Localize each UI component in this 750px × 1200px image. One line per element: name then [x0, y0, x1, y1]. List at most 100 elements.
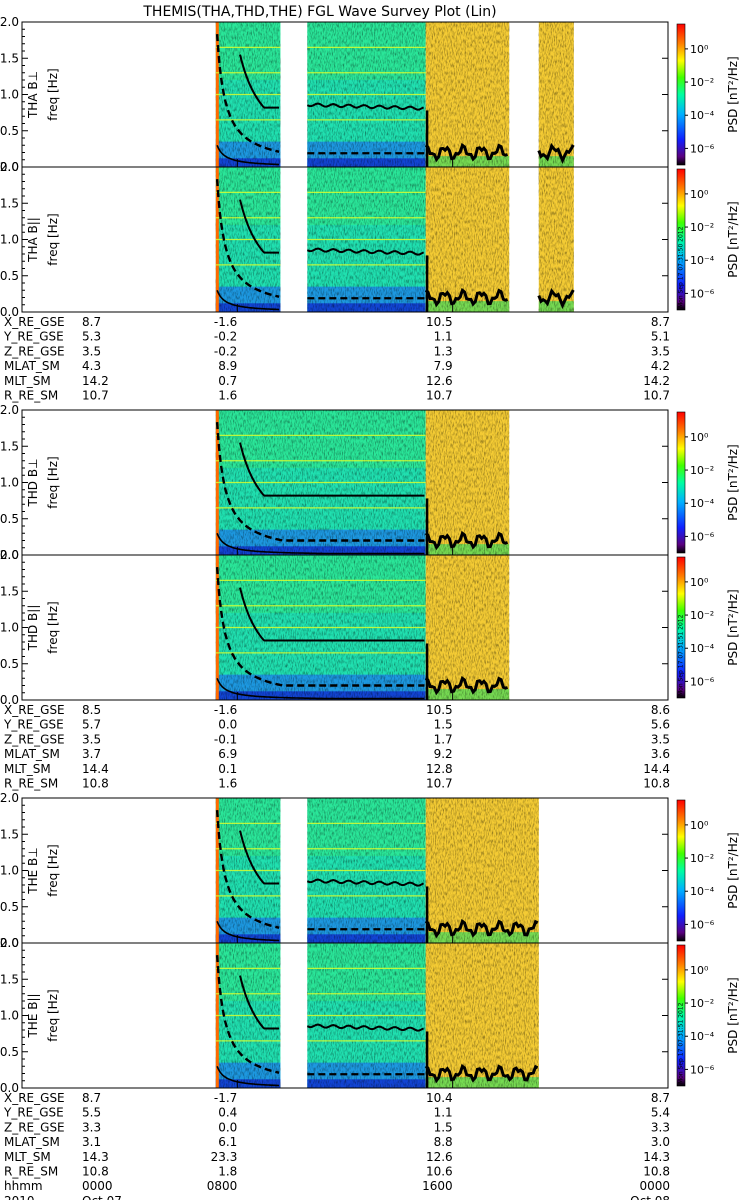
data-segment [215, 555, 426, 700]
orbit-value: 1.6 [218, 777, 237, 791]
colorbar-tick-label: 10⁻² [690, 76, 714, 89]
y-tick-label: 1.0 [0, 233, 19, 247]
data-segment [215, 167, 281, 312]
orbit-value: 1.8 [218, 1165, 237, 1179]
orbit-value: 1.5 [434, 718, 453, 732]
orbit-row: Z_RE_GSE 3.3 0.0 1.5 3.3 [4, 1120, 670, 1134]
date-label: Oct 07 [82, 1194, 122, 1200]
y-tick-label: 2.0 [0, 160, 19, 174]
solid-gyro-curve [239, 830, 280, 885]
colorbar-label: PSD [nT²/Hz] [726, 444, 740, 520]
orbit-value: 0.7 [218, 374, 237, 388]
timestamp-stamp: Mon Sep 17 07:31:51 2012 [678, 1002, 685, 1084]
y-tick-label: 0.5 [0, 900, 19, 914]
data-segment [307, 798, 426, 943]
noisy-gyro-trace [537, 287, 575, 310]
panel-label: THA B|| [26, 217, 40, 263]
orbit-value: 1.3 [434, 344, 453, 358]
orbit-value: 3.3 [82, 1120, 101, 1134]
orbit-value: 5.1 [651, 330, 670, 344]
data-segment [307, 943, 426, 1088]
orbit-value: 14.2 [82, 374, 109, 388]
orbit-value: 14.3 [643, 1150, 670, 1164]
colorbar [676, 168, 686, 311]
texture-overlay [425, 943, 539, 1088]
orbit-value: 10.7 [643, 389, 670, 403]
colorbar-tick-label: 10⁻² [690, 221, 714, 234]
orbit-table: X_RE_GSE 8.7 -1.7 10.4 8.7 Y_RE_GSE 5.5 0.4 1.1 5… [3, 1091, 670, 1179]
colorbar [676, 944, 686, 1087]
y-tick-label: 0.0 [0, 548, 19, 562]
y-tick-label: 2.0 [0, 15, 19, 29]
data-segment [425, 798, 539, 943]
y-tick-label: 1.5 [0, 584, 19, 598]
orbit-value: 6.1 [218, 1135, 237, 1149]
colorbar-tick-label: 10⁰ [690, 43, 709, 56]
orbit-value: 3.1 [82, 1135, 101, 1149]
colorbar-label: PSD [nT²/Hz] [726, 832, 740, 908]
y-tick-label: 1.0 [0, 621, 19, 635]
orbit-value: 14.3 [82, 1150, 109, 1164]
orbit-row-label: R_RE_SM [4, 1165, 58, 1179]
orbit-table: X_RE_GSE 8.7 -1.6 10.5 8.7 Y_RE_GSE 5.3 -0.2 1.1… [3, 315, 670, 403]
orbit-row: MLT_SM 14.3 23.3 12.6 14.3 [4, 1150, 670, 1164]
orbit-value: 5.3 [82, 330, 101, 344]
orbit-value: 3.5 [651, 344, 670, 358]
spectrogram-panel: 0.0 0.5 1.0 1.5 2.0 THE B⊥ freq [Hz] 10⁰ 10⁻² 10⁻… [0, 791, 740, 950]
lower-gyro-curve [216, 1065, 280, 1087]
colorbar-tick-label: 10⁻² [690, 997, 714, 1010]
spectrogram-panel: 0.0 0.5 1.0 1.5 2.0 THE B|| freq [Hz] 10⁰ 10⁻² 10… [0, 936, 740, 1095]
texture-overlay [538, 22, 574, 167]
texture-overlay [538, 167, 574, 312]
orbit-value: 8.6 [651, 703, 670, 717]
orbit-row-label: Z_RE_GSE [4, 732, 65, 746]
noisy-gyro-trace [424, 287, 509, 308]
texture-overlay [425, 410, 510, 555]
data-segment [425, 167, 510, 312]
orbit-value: -0.2 [214, 344, 237, 358]
data-segment [215, 943, 281, 1088]
colorbar [676, 411, 686, 554]
y-axis-label: freq [Hz] [46, 601, 60, 653]
orbit-value: 4.2 [651, 359, 670, 373]
noisy-gyro-trace [424, 530, 509, 551]
orbit-row-label: MLT_SM [4, 374, 51, 388]
orbit-row-label: Z_RE_GSE [4, 1120, 65, 1134]
data-segment [215, 798, 281, 943]
orbit-row-label: MLAT_SM [4, 747, 60, 761]
orbit-row-label: MLAT_SM [4, 1135, 60, 1149]
y-tick-label: 0.0 [0, 1081, 19, 1095]
orbit-row-label: X_RE_GSE [4, 1091, 65, 1105]
colorbar-tick-label: 10⁻⁴ [690, 642, 715, 655]
y-tick-label: 1.5 [0, 51, 19, 65]
orbit-row-label: Y_RE_GSE [3, 718, 64, 732]
data-segment [538, 167, 574, 312]
data-segment [307, 22, 426, 167]
lower-gyro-curve [216, 920, 280, 942]
orbit-row-label: X_RE_GSE [4, 315, 65, 329]
orbit-value: 10.6 [426, 1165, 453, 1179]
orbit-value: 1.1 [434, 1106, 453, 1120]
orbit-row: MLAT_SM 4.3 8.9 7.9 4.2 [4, 359, 670, 373]
orbit-row: Z_RE_GSE 3.5 -0.1 1.7 3.5 [4, 732, 670, 746]
y-tick-label: 0.5 [0, 657, 19, 671]
y-tick-label: 1.0 [0, 88, 19, 102]
panel-label: THE B⊥ [26, 847, 40, 894]
orbit-value: -0.2 [214, 330, 237, 344]
colorbar-tick-label: 10⁻² [690, 609, 714, 622]
colorbar-tick-label: 10⁰ [690, 431, 709, 444]
orbit-value: 14.4 [643, 762, 670, 776]
orbit-row-label: R_RE_SM [4, 777, 58, 791]
orbit-value: 10.7 [426, 389, 453, 403]
orbit-value: 8.7 [82, 1091, 101, 1105]
y-tick-label: 0.0 [0, 936, 19, 950]
orbit-value: 12.6 [426, 374, 453, 388]
noisy-gyro-trace [424, 1063, 539, 1084]
orbit-value: 14.2 [643, 374, 670, 388]
y-tick-label: 1.0 [0, 1009, 19, 1023]
orbit-value: 6.9 [218, 747, 237, 761]
orbit-value: 10.5 [426, 703, 453, 717]
solid-gyro-curve [239, 975, 280, 1030]
orbit-row: X_RE_GSE 8.7 -1.7 10.4 8.7 [4, 1091, 670, 1105]
orbit-value: 10.8 [643, 1165, 670, 1179]
